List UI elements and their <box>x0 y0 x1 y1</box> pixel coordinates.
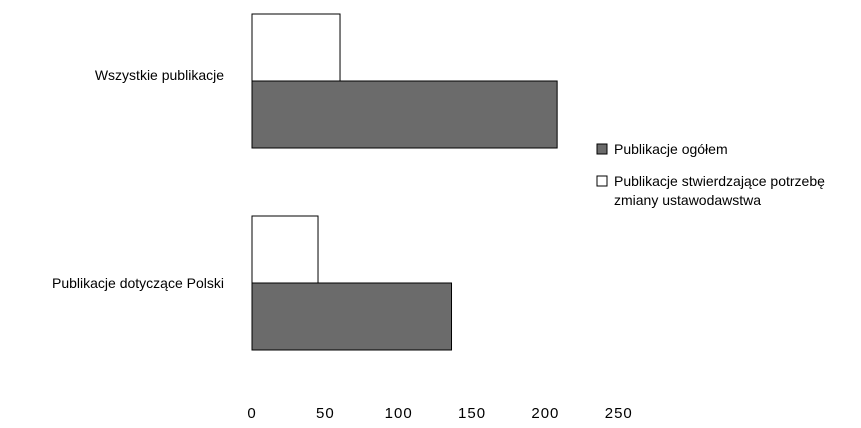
category-label: Publikacje dotyczące Polski <box>52 275 224 291</box>
x-axis-tick-labels: 0 50 100 150 200 250 <box>247 405 633 422</box>
bar-legislation-change-1 <box>251 215 319 284</box>
legend-label: Publikacje ogółem <box>614 141 728 157</box>
legend-swatch <box>596 143 608 155</box>
category-labels: Wszystkie publikacje Publikacje dotyczące… <box>52 67 224 291</box>
bar-legislation-change-0 <box>251 13 341 82</box>
bars-layer <box>251 13 558 351</box>
x-tick-label: 100 <box>385 405 413 422</box>
x-tick-label: 250 <box>605 405 633 422</box>
category-label: Wszystkie publikacje <box>95 67 224 83</box>
legend: Publikacje ogółem Publikacje stwierdzając… <box>596 141 825 208</box>
x-tick-label: 150 <box>458 405 486 422</box>
x-tick-label: 50 <box>316 405 335 422</box>
bar-total-1 <box>251 282 453 351</box>
bar-total-0 <box>251 80 558 149</box>
legend-label: zmiany ustawodawstwa <box>614 192 761 208</box>
x-tick-label: 0 <box>247 405 256 422</box>
legend-swatch <box>596 175 608 187</box>
legend-label: Publikacje stwierdzające potrzebę <box>614 173 825 189</box>
x-tick-label: 200 <box>531 405 559 422</box>
